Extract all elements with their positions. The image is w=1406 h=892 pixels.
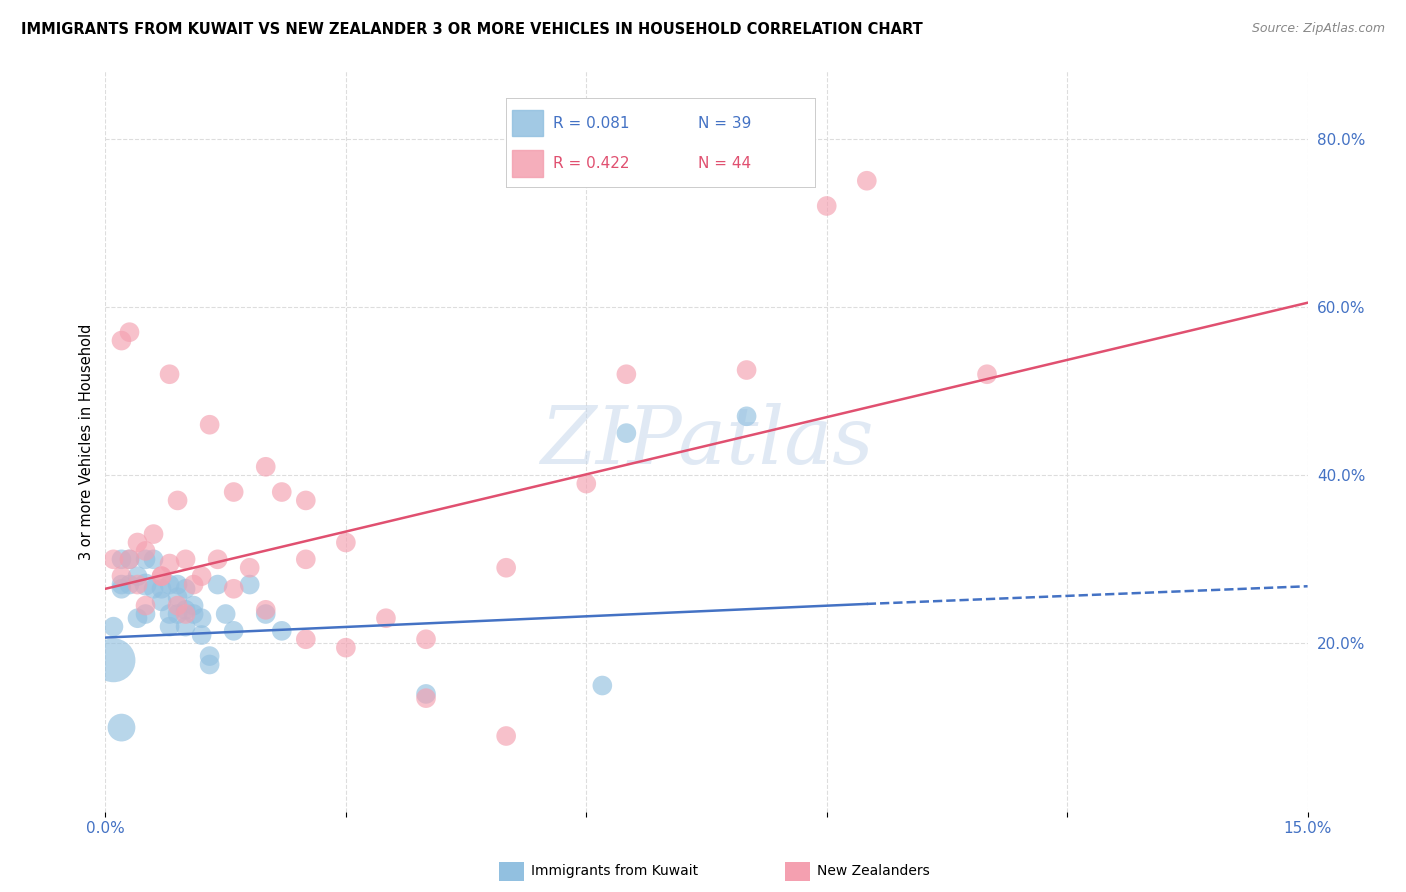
Text: N = 39: N = 39 xyxy=(697,116,751,130)
Point xyxy=(335,640,357,655)
Point xyxy=(174,582,197,596)
Point xyxy=(374,611,398,625)
Bar xyxy=(512,150,543,177)
Point xyxy=(103,653,125,667)
Point xyxy=(110,582,132,596)
Point xyxy=(183,607,205,621)
Point xyxy=(159,577,181,591)
Point xyxy=(127,611,149,625)
Point xyxy=(198,417,221,432)
Text: R = 0.081: R = 0.081 xyxy=(553,116,628,130)
Point xyxy=(118,552,141,566)
Point xyxy=(135,552,157,566)
Point xyxy=(183,599,205,613)
Point xyxy=(239,577,262,591)
Bar xyxy=(512,110,543,136)
Point xyxy=(118,552,141,566)
Point xyxy=(166,590,188,604)
Point xyxy=(735,409,758,424)
Point xyxy=(415,632,437,647)
Point xyxy=(166,577,188,591)
Point xyxy=(495,560,517,574)
Point xyxy=(110,552,132,566)
Point xyxy=(150,594,173,608)
Point xyxy=(295,632,318,647)
Point xyxy=(135,577,157,591)
Point xyxy=(150,569,173,583)
Point xyxy=(214,607,236,621)
Point xyxy=(183,577,205,591)
Point xyxy=(295,552,318,566)
Text: IMMIGRANTS FROM KUWAIT VS NEW ZEALANDER 3 OR MORE VEHICLES IN HOUSEHOLD CORRELAT: IMMIGRANTS FROM KUWAIT VS NEW ZEALANDER … xyxy=(21,22,922,37)
Text: New Zealanders: New Zealanders xyxy=(817,864,929,879)
Point xyxy=(174,607,197,621)
Point xyxy=(103,552,125,566)
Point xyxy=(190,569,212,583)
Point xyxy=(103,619,125,633)
Point xyxy=(239,560,262,574)
Point xyxy=(207,577,229,591)
Point xyxy=(127,577,149,591)
Point xyxy=(254,607,277,621)
Point xyxy=(855,174,877,188)
Point xyxy=(415,691,437,706)
Point xyxy=(735,363,758,377)
Point xyxy=(159,557,181,571)
Point xyxy=(575,476,598,491)
Point xyxy=(135,599,157,613)
Point xyxy=(616,426,638,441)
Point xyxy=(415,687,437,701)
Point xyxy=(135,607,157,621)
Point xyxy=(166,599,188,613)
Point xyxy=(142,527,165,541)
Point xyxy=(142,582,165,596)
Point xyxy=(295,493,318,508)
Point xyxy=(616,368,638,382)
Point xyxy=(222,582,245,596)
Point xyxy=(190,611,212,625)
Point xyxy=(166,493,188,508)
Text: R = 0.422: R = 0.422 xyxy=(553,156,628,170)
Point xyxy=(207,552,229,566)
Point xyxy=(118,577,141,591)
Point xyxy=(135,544,157,558)
Point xyxy=(198,649,221,664)
Point xyxy=(976,368,998,382)
Text: N = 44: N = 44 xyxy=(697,156,751,170)
Point xyxy=(110,569,132,583)
Point xyxy=(222,624,245,638)
Point xyxy=(254,459,277,474)
Point xyxy=(270,485,292,500)
Point xyxy=(110,577,132,591)
Point xyxy=(127,569,149,583)
Text: Immigrants from Kuwait: Immigrants from Kuwait xyxy=(531,864,699,879)
Point xyxy=(270,624,292,638)
Point xyxy=(142,552,165,566)
Point xyxy=(127,535,149,549)
Point xyxy=(110,334,132,348)
Point xyxy=(110,721,132,735)
Point xyxy=(174,619,197,633)
Point xyxy=(222,485,245,500)
Point xyxy=(166,607,188,621)
Point xyxy=(198,657,221,672)
Point xyxy=(174,552,197,566)
Point xyxy=(254,603,277,617)
Point xyxy=(150,569,173,583)
Point xyxy=(159,619,181,633)
Point xyxy=(815,199,838,213)
Point xyxy=(159,607,181,621)
Point xyxy=(190,628,212,642)
Point xyxy=(495,729,517,743)
Point xyxy=(150,582,173,596)
Point xyxy=(591,679,613,693)
Point xyxy=(335,535,357,549)
Text: ZIPatlas: ZIPatlas xyxy=(540,403,873,480)
Point xyxy=(118,325,141,339)
Point xyxy=(174,603,197,617)
Point xyxy=(159,368,181,382)
Y-axis label: 3 or more Vehicles in Household: 3 or more Vehicles in Household xyxy=(79,324,94,559)
Text: Source: ZipAtlas.com: Source: ZipAtlas.com xyxy=(1251,22,1385,36)
